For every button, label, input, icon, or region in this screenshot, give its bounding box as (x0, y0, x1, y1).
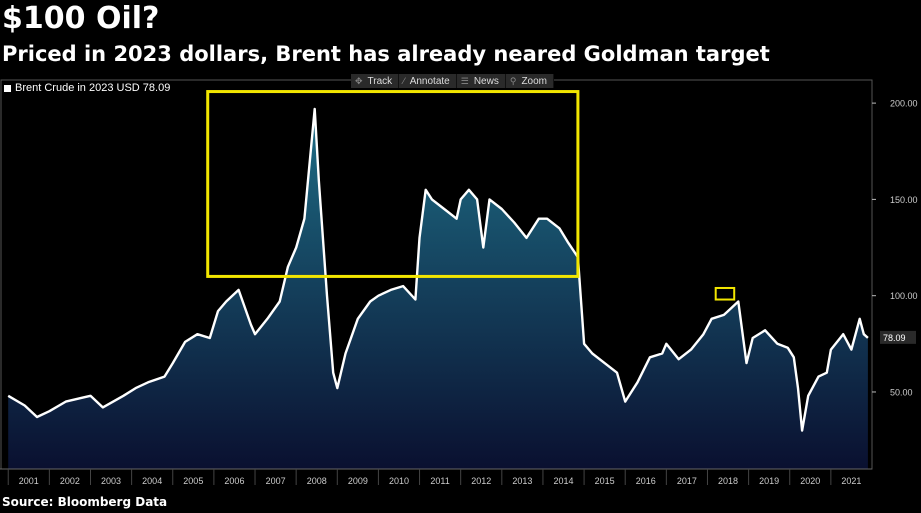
legend-swatch (4, 84, 11, 92)
x-tick-label: 2002 (60, 476, 80, 486)
x-tick-label: 2011 (430, 476, 449, 486)
crosshair-icon: ✥ (355, 75, 363, 86)
source-note: Source: Bloomberg Data (2, 495, 168, 509)
last-value-label: 78.09 (883, 333, 906, 343)
y-tick-label: 200.00 (890, 99, 918, 109)
chart-title: $100 Oil? (2, 1, 160, 36)
news-label: News (473, 75, 499, 87)
zoom-button[interactable]: ⚲ Zoom (506, 74, 554, 88)
x-tick-label: 2021 (841, 476, 861, 486)
x-tick-label: 2018 (718, 476, 738, 486)
annotate-label: Annotate (409, 75, 450, 87)
news-icon: ☰ (460, 75, 469, 86)
series-line (7, 107, 869, 432)
legend-label: Brent Crude in 2023 USD 78.09 (15, 82, 171, 94)
chart-panel: 50.00 100.00 150.00 200.00 78.09 2001 2002 2003… (0, 72, 921, 495)
news-button[interactable]: ☰ News (457, 74, 506, 88)
magnifier-icon: ⚲ (509, 75, 517, 86)
chart-subtitle: Priced in 2023 dollars, Brent has alread… (2, 42, 770, 66)
zoom-label: Zoom (521, 75, 547, 87)
chart-toolbar: ✥ Track ⁄ Annotate ☰ News ⚲ Zoom (351, 74, 554, 88)
x-tick-label: 2014 (553, 476, 573, 486)
x-tick-label: 2013 (512, 476, 532, 486)
x-tick-label: 2015 (595, 476, 615, 486)
x-tick-label: 2020 (800, 476, 820, 486)
x-tick-label: 2016 (636, 476, 656, 486)
track-button[interactable]: ✥ Track (351, 74, 400, 88)
x-tick-label: 2007 (266, 476, 286, 486)
annotate-button[interactable]: ⁄ Annotate (399, 74, 457, 88)
series-area (8, 108, 868, 470)
y-tick-label: 50.00 (890, 387, 913, 397)
x-tick-label: 2017 (677, 476, 697, 486)
y-tick-label: 100.00 (890, 291, 918, 301)
x-tick-label: 2004 (142, 476, 162, 486)
pencil-icon: ⁄ (403, 76, 405, 86)
chart-legend[interactable]: Brent Crude in 2023 USD 78.09 (4, 82, 170, 94)
x-tick-label: 2008 (307, 476, 327, 486)
x-tick-label: 2012 (471, 476, 491, 486)
track-label: Track (367, 75, 393, 87)
last-value-tag (880, 330, 916, 344)
x-tick-label: 2001 (19, 476, 39, 486)
x-tick-label: 2009 (348, 476, 368, 486)
x-tick-label: 2006 (224, 476, 244, 486)
chart-svg: 50.00 100.00 150.00 200.00 78.09 2001 2002 2003… (0, 72, 921, 495)
highlight-box-1 (206, 90, 580, 278)
y-tick-label: 150.00 (890, 195, 918, 205)
highlight-box-2 (714, 286, 736, 301)
x-tick-label: 2003 (101, 476, 121, 486)
x-tick-label: 2010 (389, 476, 409, 486)
x-tick-label: 2019 (759, 476, 779, 486)
x-tick-label: 2005 (183, 476, 203, 486)
